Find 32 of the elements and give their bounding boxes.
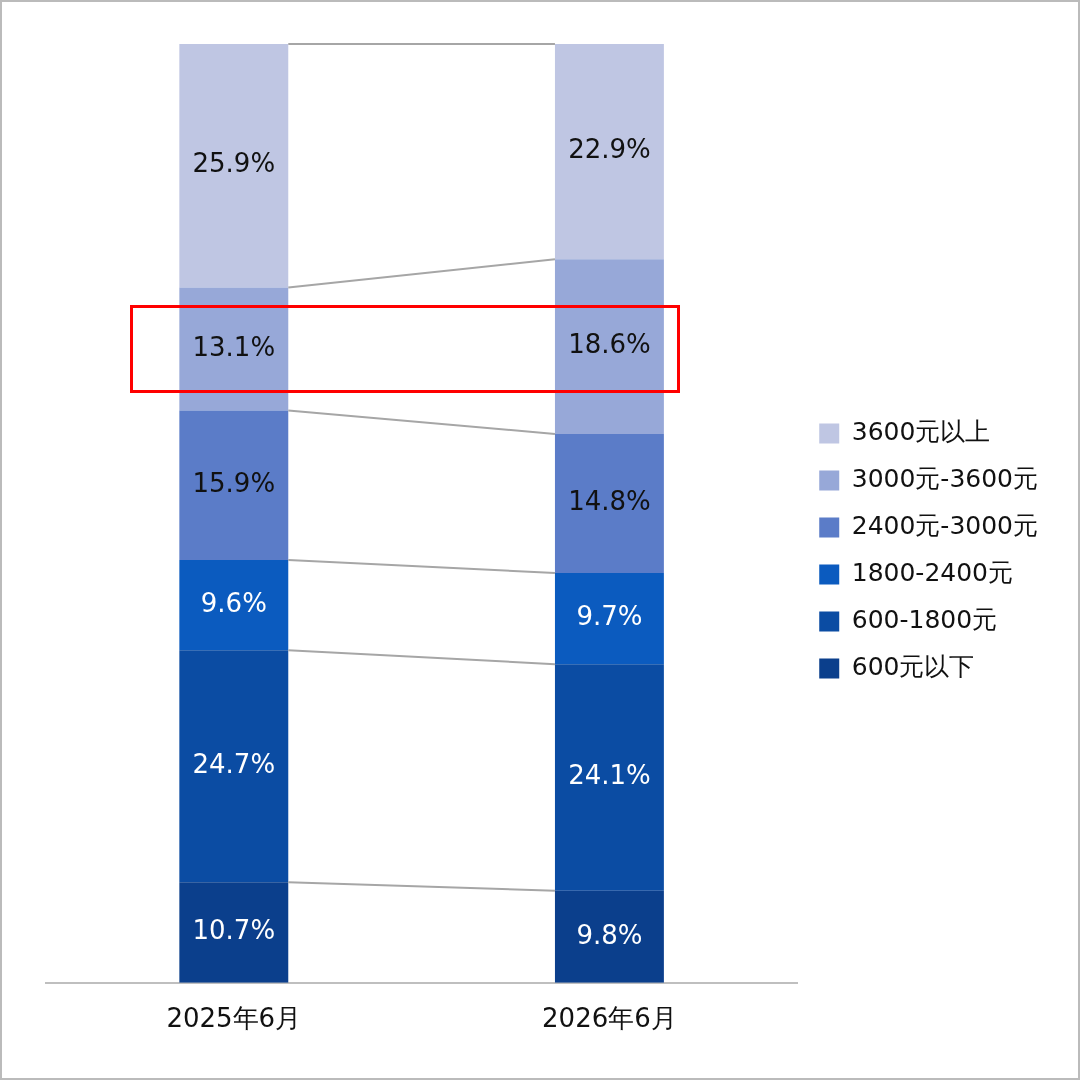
bar xyxy=(179,650,289,883)
bar xyxy=(179,559,289,651)
data-label: 24.1% xyxy=(568,760,651,791)
bar xyxy=(554,573,664,665)
data-label: 24.7% xyxy=(192,748,276,779)
bar xyxy=(554,44,664,260)
legend-label: 600元以下 xyxy=(851,652,975,681)
data-label: 15.9% xyxy=(192,467,276,498)
legend-label: 3600元以上 xyxy=(851,417,991,446)
bar xyxy=(179,287,289,411)
legend-label: 3000元-3600元 xyxy=(851,464,1039,493)
data-label: 25.9% xyxy=(192,148,276,179)
x-tick-label: 2026年6月 xyxy=(542,1003,677,1034)
data-label: 18.6% xyxy=(568,329,651,360)
bar xyxy=(554,259,664,434)
data-label: 9.6% xyxy=(200,587,267,618)
bar xyxy=(554,664,664,891)
data-label: 9.7% xyxy=(576,601,643,632)
legend-label: 600-1800元 xyxy=(851,605,998,634)
legend-label: 2400元-3000元 xyxy=(851,511,1039,540)
data-label: 22.9% xyxy=(568,134,651,165)
x-tick-label: 2025年6月 xyxy=(166,1003,302,1034)
bar xyxy=(554,890,664,983)
data-label: 9.8% xyxy=(576,919,643,950)
bar xyxy=(179,44,289,288)
data-label: 13.1% xyxy=(192,331,276,362)
bar xyxy=(179,882,289,983)
data-label: 14.8% xyxy=(568,486,651,517)
data-label: 10.7% xyxy=(192,915,276,946)
bar xyxy=(554,433,664,574)
bar xyxy=(179,410,289,560)
legend-label: 1800-2400元 xyxy=(851,558,1014,587)
